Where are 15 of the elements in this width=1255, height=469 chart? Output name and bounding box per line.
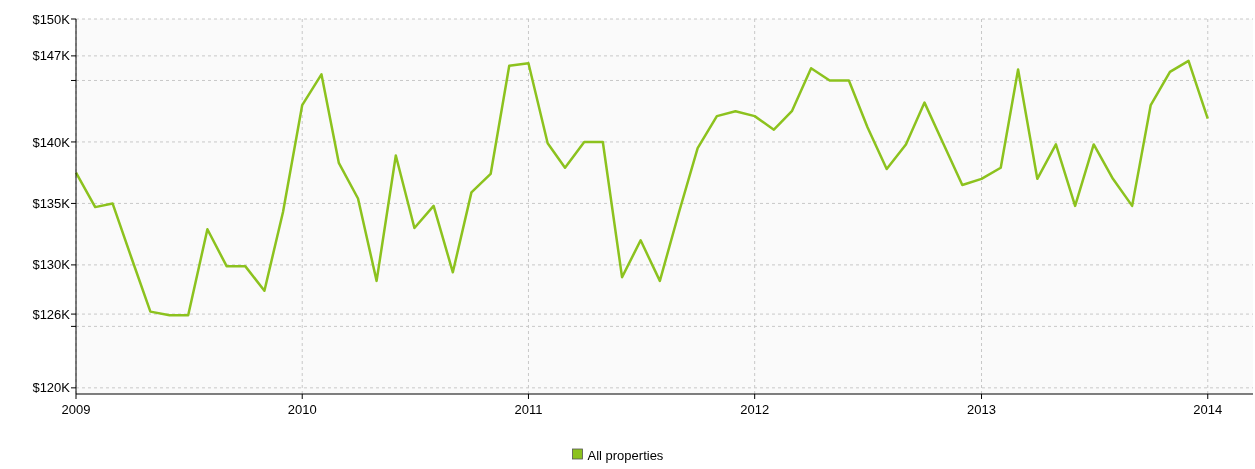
y-tick-label: $140K bbox=[32, 134, 71, 150]
y-tick-label: $130K bbox=[32, 257, 71, 273]
y-tick-label: $150K bbox=[32, 11, 71, 27]
x-tick-label: 2014 bbox=[1193, 402, 1223, 417]
x-tick-label: 2013 bbox=[967, 402, 996, 417]
y-tick-label: $147K bbox=[32, 48, 71, 64]
y-tick-label: $126K bbox=[32, 306, 71, 322]
y-tick-label: $120K bbox=[32, 380, 71, 396]
legend-label: All properties bbox=[587, 447, 664, 463]
x-tick-label: 2012 bbox=[740, 402, 770, 417]
x-tick-label: 2010 bbox=[287, 402, 317, 417]
y-tick-label: $135K bbox=[32, 195, 71, 211]
x-tick-label: 2011 bbox=[514, 402, 543, 417]
x-tick-label: 2009 bbox=[61, 402, 91, 417]
line-series bbox=[74, 59, 1210, 317]
